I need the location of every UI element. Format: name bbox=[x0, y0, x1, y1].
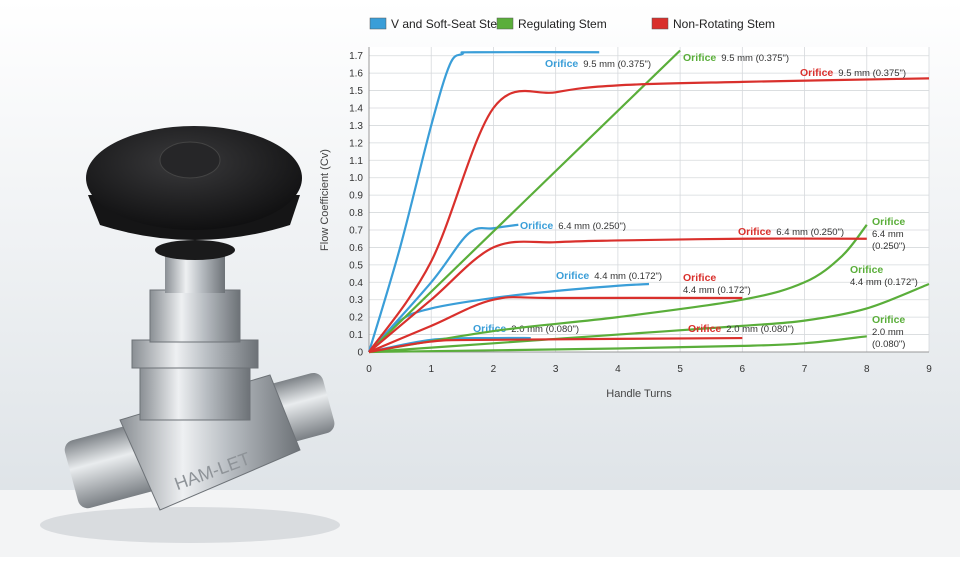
series-line bbox=[368, 336, 743, 354]
label-head: Orifice bbox=[850, 264, 883, 276]
label-head: Orifice bbox=[800, 67, 833, 79]
y-tick-label: 1.6 bbox=[349, 69, 363, 80]
label-text: (0.250") bbox=[872, 241, 905, 252]
label-head: Orifice bbox=[688, 323, 721, 335]
legend-swatch bbox=[496, 17, 514, 30]
line-label: Orifice 6.4 mm (0.250") bbox=[520, 220, 626, 232]
line-label: Orifice 6.4 mm (0.250") bbox=[738, 226, 844, 238]
legend-label: V and Soft-Seat Stem bbox=[391, 17, 507, 31]
label-head: Orifice bbox=[872, 314, 905, 326]
y-tick-label: 0.1 bbox=[349, 330, 363, 341]
y-tick-label: 0 bbox=[357, 348, 363, 359]
series-line bbox=[368, 77, 930, 353]
legend-label: Non-Rotating Stem bbox=[673, 17, 775, 31]
series-line bbox=[368, 237, 867, 353]
x-tick-label: 9 bbox=[926, 364, 932, 375]
label-head: Orifice bbox=[556, 270, 589, 282]
x-tick-label: 4 bbox=[615, 364, 621, 375]
line-label: Orifice 9.5 mm (0.375") bbox=[800, 67, 906, 79]
series-line bbox=[368, 283, 930, 354]
y-tick-label: 1.7 bbox=[349, 51, 363, 62]
label-text: 6.4 mm bbox=[872, 229, 904, 240]
label-text: 2.0 mm bbox=[872, 327, 904, 338]
x-tick-label: 0 bbox=[366, 364, 372, 375]
label-text: 9.5 mm (0.375") bbox=[583, 59, 651, 70]
label-head: Orifice bbox=[683, 52, 716, 64]
line-label: Orifice 2.0 mm (0.080") bbox=[473, 323, 579, 335]
line-label: Orifice 4.4 mm (0.172") bbox=[556, 270, 662, 282]
y-tick-label: 0.6 bbox=[349, 243, 363, 254]
y-tick-label: 1.4 bbox=[349, 104, 363, 115]
label-head: Orifice bbox=[520, 220, 553, 232]
y-tick-label: 1.3 bbox=[349, 121, 363, 132]
label-head: Orifice bbox=[683, 272, 716, 284]
y-tick-label: 0.7 bbox=[349, 226, 363, 237]
x-tick-label: 6 bbox=[740, 364, 746, 375]
line-label: Orifice 2.0 mm (0.080") bbox=[688, 323, 794, 335]
label-text: 6.4 mm (0.250") bbox=[558, 221, 626, 232]
label-text: 6.4 mm (0.250") bbox=[776, 227, 844, 238]
y-axis-title: Flow Coefficient (Cv) bbox=[319, 149, 331, 251]
y-tick-label: 0.2 bbox=[349, 313, 363, 324]
line-label: Orifice 9.5 mm (0.375") bbox=[683, 52, 789, 64]
y-tick-label: 1.2 bbox=[349, 138, 363, 149]
line-label: Orifice 2.0 mm (0.080") bbox=[872, 314, 905, 350]
y-tick-label: 0.3 bbox=[349, 295, 363, 306]
label-text: (0.080") bbox=[872, 339, 905, 350]
series-line bbox=[367, 50, 600, 353]
y-tick-label: 0.8 bbox=[349, 208, 363, 219]
x-tick-label: 7 bbox=[802, 364, 808, 375]
x-tick-label: 8 bbox=[864, 364, 870, 375]
x-axis-title: Handle Turns bbox=[606, 388, 672, 400]
line-label: Orifice 6.4 mm (0.250") bbox=[872, 216, 905, 252]
x-tick-label: 1 bbox=[428, 364, 434, 375]
y-tick-label: 1.0 bbox=[349, 173, 363, 184]
label-head: Orifice bbox=[872, 216, 905, 228]
series-line bbox=[368, 296, 743, 354]
label-text: 4.4 mm (0.172") bbox=[594, 271, 662, 282]
series-line bbox=[368, 224, 868, 354]
line-label: Orifice 4.4 mm (0.172") bbox=[683, 272, 751, 296]
y-tick-label: 0.9 bbox=[349, 191, 363, 202]
label-text: 9.5 mm (0.375") bbox=[721, 53, 789, 64]
legend-label: Regulating Stem bbox=[518, 17, 607, 31]
y-tick-label: 0.4 bbox=[349, 278, 363, 289]
label-text: 4.4 mm (0.172") bbox=[683, 285, 751, 296]
label-head: Orifice bbox=[545, 58, 578, 70]
label-text: 4.4 mm (0.172") bbox=[850, 277, 918, 288]
legend-swatch bbox=[651, 17, 669, 30]
y-tick-label: 1.1 bbox=[349, 156, 363, 167]
series-line bbox=[368, 49, 681, 353]
line-label: Orifice 4.4 mm (0.172") bbox=[850, 264, 918, 288]
label-text: 2.0 mm (0.080") bbox=[726, 324, 794, 335]
valve-photo: HAM-LET bbox=[40, 126, 340, 543]
line-label: Orifice 9.5 mm (0.375") bbox=[545, 58, 651, 70]
label-head: Orifice bbox=[738, 226, 771, 238]
x-tick-label: 3 bbox=[553, 364, 559, 375]
label-text: 9.5 mm (0.375") bbox=[838, 68, 906, 79]
x-tick-label: 5 bbox=[677, 364, 683, 375]
y-tick-label: 1.5 bbox=[349, 86, 363, 97]
y-tick-label: 0.5 bbox=[349, 260, 363, 271]
x-tick-label: 2 bbox=[491, 364, 497, 375]
legend-swatch bbox=[369, 17, 387, 30]
series-line bbox=[368, 335, 867, 354]
plot-area bbox=[369, 47, 929, 352]
label-text: 2.0 mm (0.080") bbox=[511, 324, 579, 335]
series-line bbox=[368, 223, 519, 353]
